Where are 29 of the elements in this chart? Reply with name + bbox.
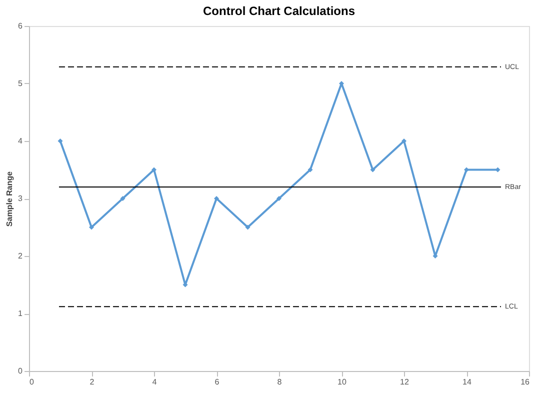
x-tick-label: 6 xyxy=(214,378,220,386)
x-tick-label: 4 xyxy=(152,378,158,386)
point xyxy=(89,224,94,230)
y-tick-label: 0 xyxy=(18,366,24,376)
x-tick-label: 8 xyxy=(277,378,282,386)
y-tick-label: 1 xyxy=(18,309,24,318)
y-tick-label: 4 xyxy=(18,136,24,146)
x-tick-label: 10 xyxy=(338,378,347,386)
point xyxy=(276,196,282,201)
point xyxy=(120,196,126,201)
y-axis-title: Sample Range xyxy=(5,170,14,227)
point xyxy=(370,167,376,172)
point xyxy=(245,224,250,230)
x-tick-label: 12 xyxy=(400,378,410,386)
x-tick-label: 0 xyxy=(30,378,34,386)
point xyxy=(464,167,469,172)
point xyxy=(308,167,313,172)
x-tick-label: 2 xyxy=(90,378,95,386)
point xyxy=(214,196,219,201)
point xyxy=(152,167,156,172)
y-tick-label: 3 xyxy=(18,194,24,203)
x-tick-label: 16 xyxy=(520,378,530,386)
y-tick-label: 5 xyxy=(18,79,24,88)
x-tick-label: 14 xyxy=(462,378,472,386)
y-tick-label: 2 xyxy=(18,252,24,260)
chart-title: Control Chart Calculations xyxy=(202,4,356,18)
point xyxy=(58,138,63,144)
point xyxy=(402,138,406,144)
y-tick-label: 6 xyxy=(18,22,24,30)
